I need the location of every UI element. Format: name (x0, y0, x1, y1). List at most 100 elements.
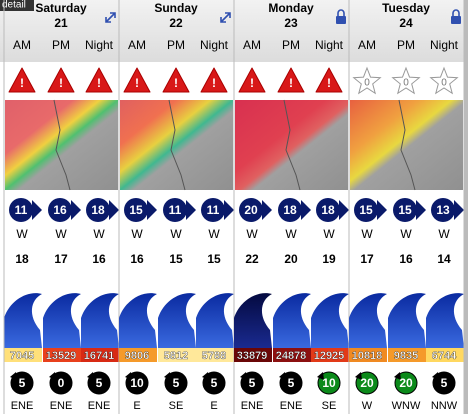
wind-speed: 16 (53, 203, 67, 217)
swell-period: 5 (249, 376, 256, 390)
warning-icon (123, 67, 151, 93)
wind-circle (124, 198, 148, 222)
energy-value: 13529 (46, 350, 77, 362)
swell-period: 5 (441, 376, 448, 390)
warning-icon (277, 67, 305, 93)
wind-speed: 11 (15, 203, 28, 217)
period-label: Night (200, 38, 229, 52)
swell-arrow (125, 372, 132, 380)
temperature: 15 (207, 252, 221, 266)
swell-direction: W (362, 400, 373, 412)
swell-arrow (432, 372, 439, 380)
warning-mark: ! (327, 76, 331, 90)
period-label: PM (282, 38, 300, 52)
wave (81, 293, 119, 348)
wind-speed: 11 (207, 203, 220, 217)
detail-label[interactable]: detail (2, 0, 26, 11)
wave (388, 293, 426, 348)
wind-circle (48, 198, 72, 222)
lock-icon[interactable] (336, 16, 346, 24)
map (350, 100, 463, 190)
warning-mark: ! (174, 76, 178, 90)
period-label: PM (167, 38, 185, 52)
wind-speed: 15 (129, 203, 143, 217)
energy-value: 10818 (352, 350, 383, 362)
warning-icon (85, 67, 113, 93)
lock-icon[interactable] (451, 16, 461, 24)
wind-arrow-tip (224, 200, 234, 220)
energy-cell (388, 348, 426, 362)
temperature: 17 (54, 252, 68, 266)
wind-direction: W (131, 227, 143, 241)
energy-cell (273, 348, 311, 362)
day-date: 24 (399, 16, 413, 30)
energy-cell (4, 348, 42, 362)
swell-period: 10 (322, 376, 336, 390)
period-label: AM (13, 38, 31, 52)
temperature: 20 (284, 252, 298, 266)
map (5, 100, 118, 190)
temperature: 19 (322, 252, 336, 266)
wind-speed: 18 (91, 203, 105, 217)
swell-period: 5 (288, 376, 295, 390)
wind-direction: W (170, 227, 182, 241)
energy-cell (43, 348, 81, 362)
wind-circle (86, 198, 110, 222)
energy-cell (426, 348, 464, 362)
wind-arrow-tip (186, 200, 196, 220)
swell-period: 0 (58, 376, 65, 390)
wind-direction: W (55, 227, 67, 241)
lock-shackle (452, 9, 460, 16)
warning-icon (162, 67, 190, 93)
temperature: 18 (15, 252, 29, 266)
star-value: 0 (403, 78, 409, 89)
wind-speed: 15 (359, 203, 373, 217)
wind-circle (278, 198, 302, 222)
swell-direction: SE (322, 400, 337, 412)
period-label: AM (128, 38, 146, 52)
wind-speed: 18 (283, 203, 297, 217)
wind-direction: W (438, 227, 450, 241)
swell-direction: SE (169, 400, 184, 412)
wind-circle (316, 198, 340, 222)
wind-arrow-tip (262, 200, 272, 220)
map (120, 100, 233, 190)
wind-circle (9, 198, 33, 222)
day-date: 21 (54, 16, 68, 30)
warning-mark: ! (289, 76, 293, 90)
period-label: AM (358, 38, 376, 52)
warning-mark: ! (212, 76, 216, 90)
temperature: 22 (245, 252, 259, 266)
warning-icon (238, 67, 266, 93)
swell-direction: ENE (11, 400, 34, 412)
temperature: 14 (437, 252, 451, 266)
swell-direction: ENE (50, 400, 73, 412)
temperature: 16 (130, 252, 144, 266)
energy-cell (234, 348, 272, 362)
day-date: 23 (284, 16, 298, 30)
period-label: PM (397, 38, 415, 52)
lock-shackle (337, 9, 345, 16)
detail-tab[interactable] (0, 0, 34, 11)
swell-arrow (10, 372, 17, 380)
energy-value: 7045 (10, 350, 34, 362)
wind-direction: W (285, 227, 297, 241)
wind-circle (431, 198, 455, 222)
expand-icon[interactable] (220, 12, 231, 23)
swell-arrow (317, 372, 324, 380)
wave (311, 293, 349, 348)
energy-value: 24878 (276, 350, 307, 362)
energy-cell (349, 348, 387, 362)
warning-icon (200, 67, 228, 93)
star-rating (429, 66, 459, 95)
temperature: 15 (169, 252, 183, 266)
expand-icon[interactable] (105, 12, 116, 23)
wind-arrow-tip (32, 200, 42, 220)
swell-period: 5 (211, 376, 218, 390)
next-column-edge (464, 0, 468, 414)
wind-circle (354, 198, 378, 222)
wind-speed: 13 (436, 203, 450, 217)
swell-arrow (164, 372, 171, 380)
wind-arrow-tip (454, 200, 464, 220)
